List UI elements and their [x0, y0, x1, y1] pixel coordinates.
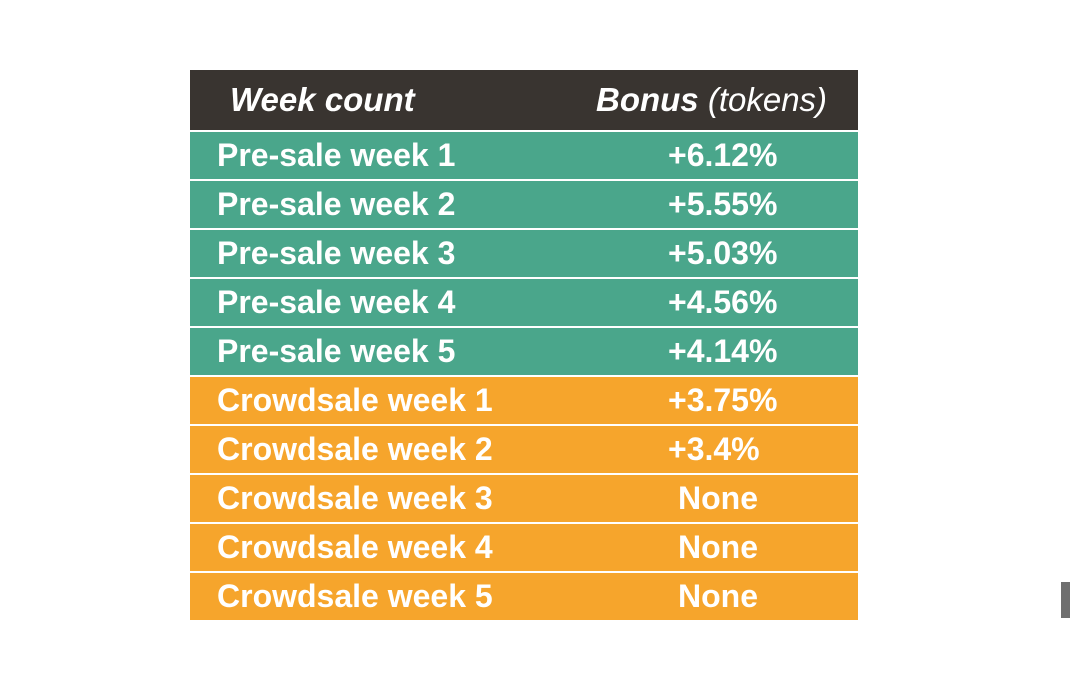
table-header-row: Week count Bonus (tokens) — [190, 70, 858, 132]
table-row: Crowdsale week 5 None — [190, 572, 858, 620]
header-bonus-main: Bonus — [596, 81, 699, 118]
table-row: Pre-sale week 3 +5.03% — [190, 229, 858, 279]
bonus-cell: None — [562, 572, 858, 620]
bonus-table: Week count Bonus (tokens) Pre-sale week … — [190, 70, 858, 620]
bonus-cell: +3.75% — [562, 376, 858, 426]
table-row: Crowdsale week 3 None — [190, 474, 858, 524]
bonus-cell: +5.55% — [562, 180, 858, 230]
table-row: Pre-sale week 5 +4.14% — [190, 327, 858, 377]
bonus-cell: +5.03% — [562, 229, 858, 279]
week-cell: Crowdsale week 5 — [190, 572, 562, 620]
table-row: Crowdsale week 4 None — [190, 523, 858, 573]
bonus-cell: +4.14% — [562, 327, 858, 377]
bonus-cell: None — [562, 523, 858, 573]
week-cell: Pre-sale week 4 — [190, 278, 562, 328]
header-week-count: Week count — [190, 70, 562, 132]
week-cell: Crowdsale week 2 — [190, 425, 562, 475]
table-row: Pre-sale week 4 +4.56% — [190, 278, 858, 328]
week-cell: Crowdsale week 3 — [190, 474, 562, 524]
week-cell: Pre-sale week 5 — [190, 327, 562, 377]
table-row: Pre-sale week 1 +6.12% — [190, 131, 858, 181]
bonus-cell: +6.12% — [562, 131, 858, 181]
week-cell: Crowdsale week 4 — [190, 523, 562, 573]
bonus-cell: None — [562, 474, 858, 524]
scrollbar-thumb[interactable] — [1061, 582, 1070, 618]
week-cell: Pre-sale week 3 — [190, 229, 562, 279]
header-bonus-sub: (tokens) — [707, 81, 828, 118]
table-row: Crowdsale week 1 +3.75% — [190, 376, 858, 426]
table-row: Pre-sale week 2 +5.55% — [190, 180, 858, 230]
bonus-cell: +4.56% — [562, 278, 858, 328]
header-bonus: Bonus (tokens) — [562, 70, 858, 132]
table-row: Crowdsale week 2 +3.4% — [190, 425, 858, 475]
week-cell: Crowdsale week 1 — [190, 376, 562, 426]
week-cell: Pre-sale week 2 — [190, 180, 562, 230]
week-cell: Pre-sale week 1 — [190, 131, 562, 181]
bonus-cell: +3.4% — [562, 425, 858, 475]
